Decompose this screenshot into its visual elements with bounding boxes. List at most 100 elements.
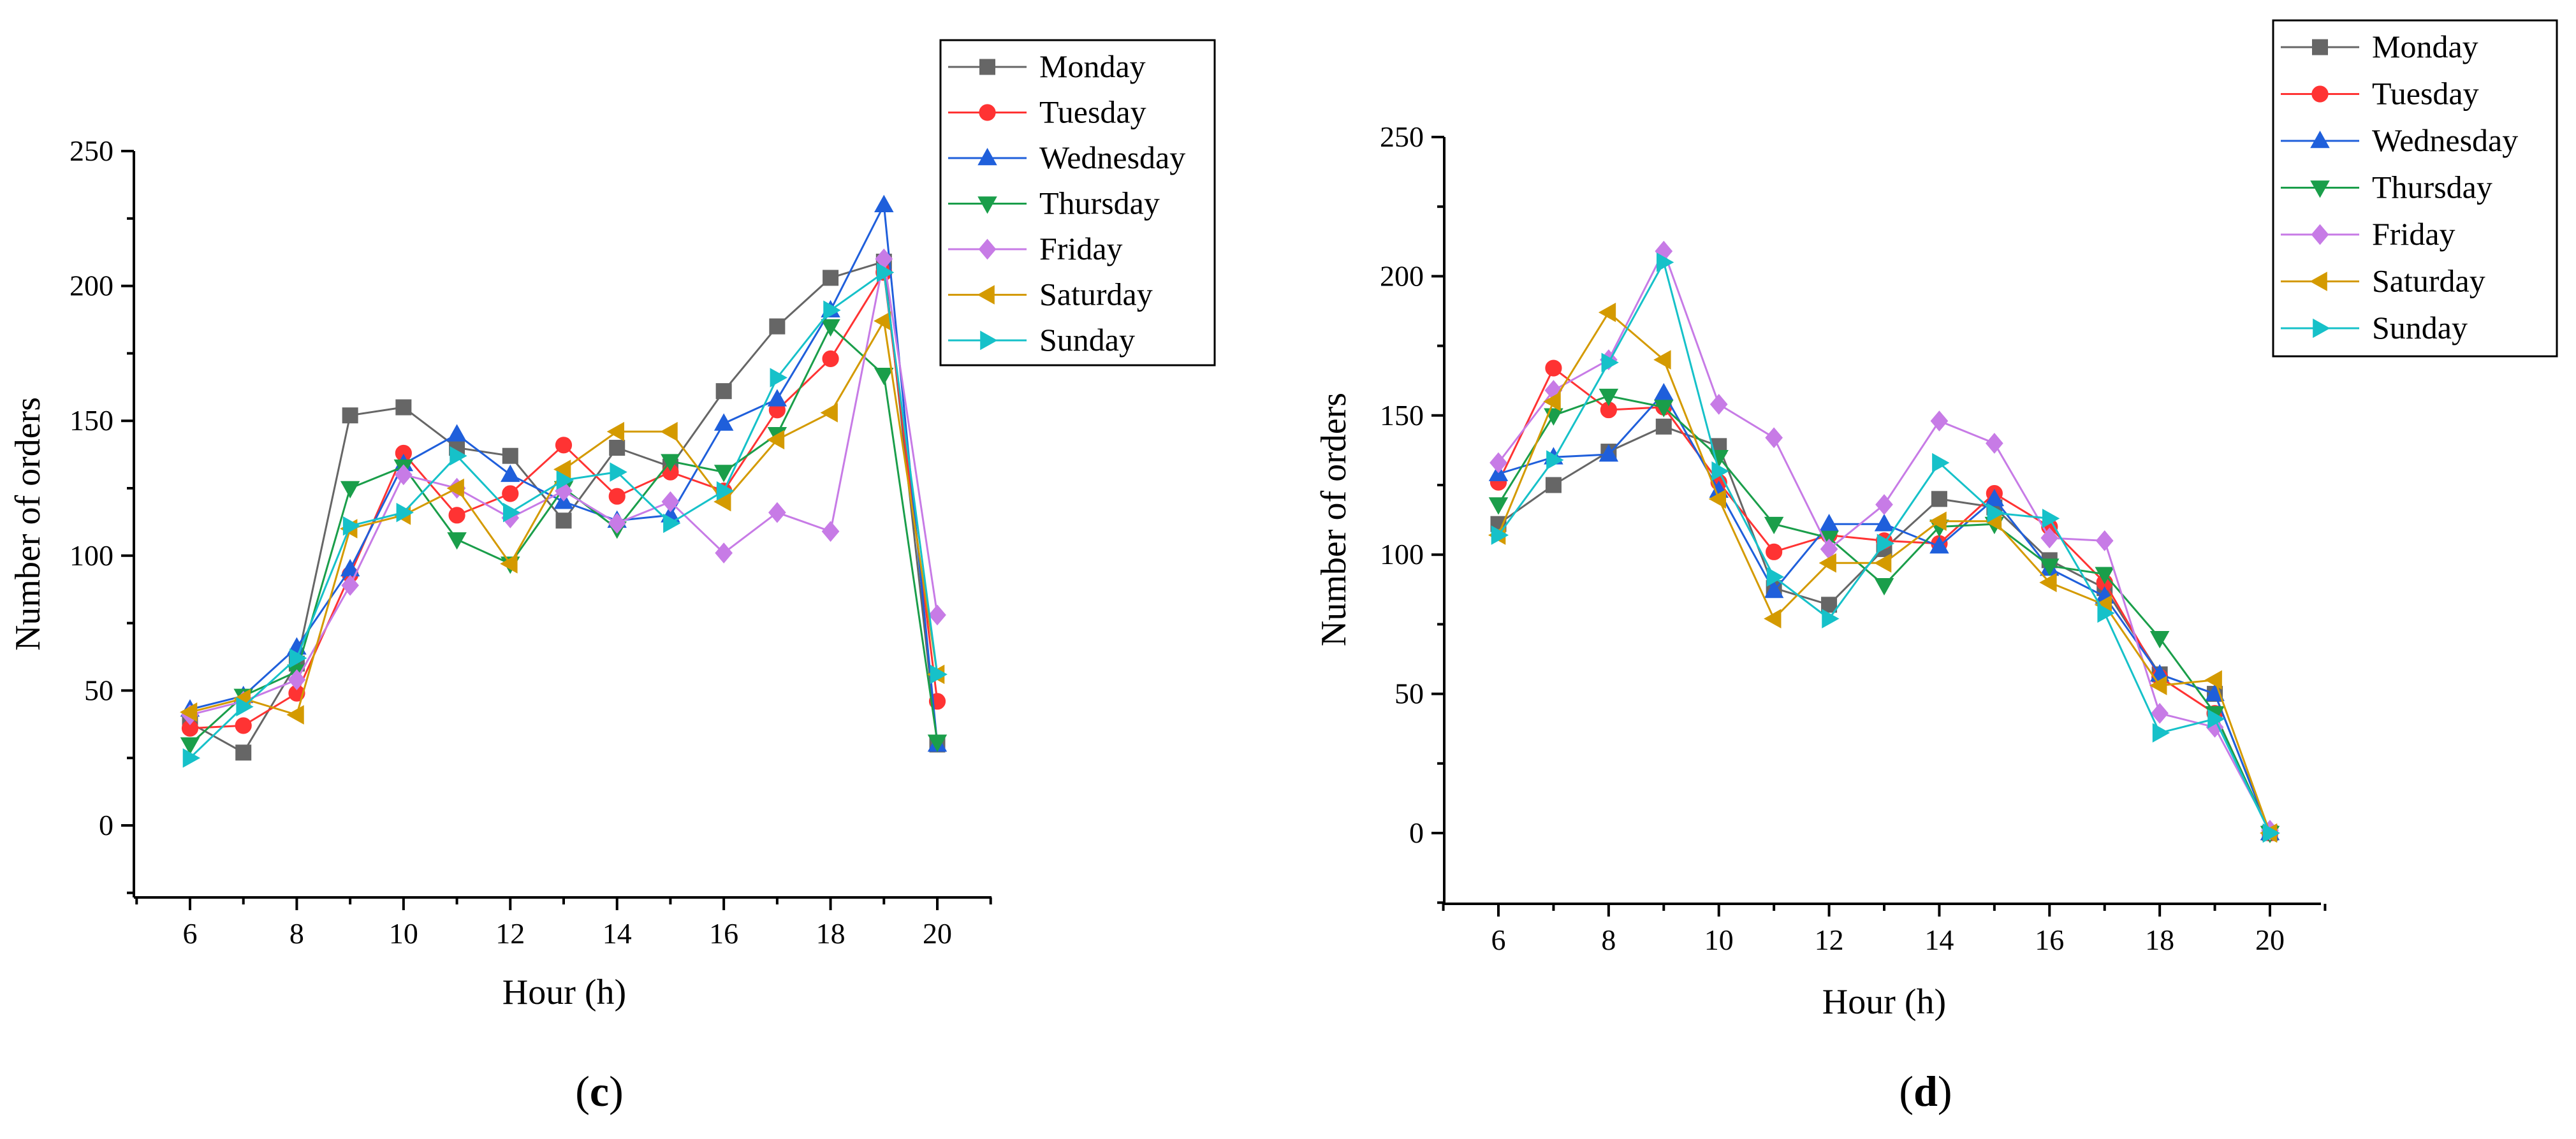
- data-point: [1708, 489, 1727, 509]
- data-point: [821, 521, 840, 542]
- data-point: [1488, 497, 1509, 515]
- data-point: [2042, 509, 2060, 528]
- data-point: [715, 542, 733, 563]
- data-point: [341, 574, 359, 596]
- data-point: [1984, 488, 2005, 507]
- x-tick-label: 8: [289, 917, 304, 950]
- data-point: [2097, 603, 2115, 623]
- legend: Monday Tuesday Wednesday Thursday Friday Satu…: [939, 39, 1216, 366]
- legend-marker: [980, 330, 998, 351]
- legend-marker: [2309, 272, 2327, 291]
- data-point: [768, 502, 786, 523]
- data-point: [555, 512, 572, 529]
- data-point: [1822, 609, 1840, 628]
- legend-item: Sunday: [948, 322, 1135, 358]
- x-tick-label: 14: [1924, 924, 1954, 956]
- panel-label: (c): [575, 1067, 624, 1115]
- legend-item: Wednesday: [948, 140, 1185, 175]
- data-point: [179, 702, 198, 722]
- data-point: [180, 737, 200, 755]
- legend-item: Monday: [948, 48, 1146, 84]
- data-point: [395, 399, 412, 416]
- legend-marker: [2310, 180, 2330, 198]
- data-point: [1543, 391, 1561, 412]
- legend-marker: [977, 196, 997, 214]
- data-point: [289, 648, 307, 668]
- data-point: [766, 430, 785, 450]
- legend-label: Thursday: [2372, 170, 2492, 205]
- legend-label: Friday: [1039, 231, 1123, 266]
- data-point: [610, 462, 627, 482]
- data-point: [235, 717, 252, 734]
- legend-item: Friday: [948, 231, 1123, 266]
- data-point: [447, 532, 467, 550]
- x-tick-label: 12: [1815, 924, 1844, 956]
- data-point: [1932, 453, 1950, 473]
- data-point: [660, 421, 678, 442]
- data-point: [396, 502, 414, 523]
- data-point: [1656, 252, 1674, 272]
- y-tick-label: 50: [84, 674, 113, 706]
- legend-item: Wednesday: [2281, 122, 2518, 158]
- x-axis-title: Hour (h): [502, 973, 626, 1012]
- legend-label: Sunday: [1039, 322, 1135, 358]
- data-point: [447, 424, 467, 442]
- data-point: [1766, 567, 1785, 587]
- x-tick-label: 16: [2035, 924, 2064, 956]
- x-tick-label: 10: [389, 917, 418, 950]
- legend-item: Thursday: [948, 185, 1160, 221]
- data-point: [2149, 630, 2170, 649]
- y-tick-label: 250: [70, 134, 113, 167]
- legend-label: Tuesday: [2372, 76, 2479, 112]
- data-point: [609, 440, 626, 456]
- data-point: [1931, 491, 1947, 507]
- data-point: [2207, 709, 2225, 729]
- series-tuesday: [181, 264, 946, 737]
- legend-marker: [2311, 85, 2329, 103]
- x-tick-label: 18: [816, 917, 845, 950]
- data-point: [2095, 530, 2114, 551]
- data-point: [927, 734, 948, 752]
- legend-item: Friday: [2281, 216, 2455, 252]
- data-point: [767, 389, 787, 407]
- x-tick-label: 8: [1601, 924, 1616, 956]
- x-tick-label: 18: [2145, 924, 2174, 956]
- data-point: [1711, 461, 1729, 481]
- legend-marker: [977, 285, 995, 305]
- y-tick-label: 0: [99, 809, 113, 841]
- series-monday: [1490, 418, 2278, 841]
- y-tick-label: 100: [1380, 538, 1424, 570]
- y-tick-label: 200: [1380, 259, 1424, 292]
- data-point: [1819, 514, 1839, 532]
- data-point: [1929, 511, 1947, 532]
- data-point: [2151, 702, 2169, 724]
- x-tick-label: 16: [709, 917, 738, 950]
- data-point: [1545, 477, 1562, 493]
- data-point: [1598, 302, 1616, 323]
- legend-item: Monday: [2281, 29, 2478, 64]
- data-point: [716, 481, 735, 501]
- legend-label: Wednesday: [1039, 140, 1185, 175]
- data-point: [2039, 572, 2057, 593]
- data-point: [1654, 382, 1674, 401]
- data-point: [502, 502, 521, 523]
- data-point: [286, 705, 304, 725]
- data-point: [1599, 388, 1619, 407]
- data-point: [714, 413, 734, 431]
- legend-item: Saturday: [2281, 263, 2485, 299]
- data-point: [2040, 527, 2059, 549]
- data-point: [2204, 670, 2222, 690]
- legend-item: Thursday: [2281, 170, 2492, 205]
- data-point: [446, 478, 464, 498]
- legend-label: Saturday: [2372, 263, 2485, 299]
- data-point: [820, 403, 838, 423]
- data-point: [876, 263, 895, 282]
- legend-label: Monday: [2372, 29, 2478, 64]
- series-saturday: [179, 311, 945, 725]
- data-point: [823, 300, 841, 320]
- legend-label: Tuesday: [1039, 94, 1146, 130]
- y-tick-label: 150: [70, 404, 113, 437]
- data-point: [1599, 444, 1619, 462]
- data-point: [1601, 352, 1619, 373]
